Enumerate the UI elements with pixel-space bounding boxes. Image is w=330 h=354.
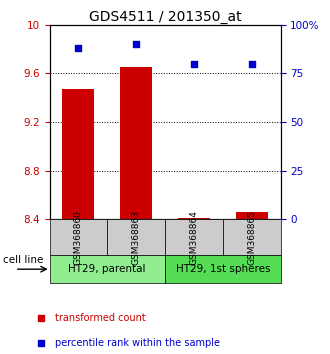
Bar [223, 219, 280, 255]
Bar [50, 255, 165, 283]
Bar [107, 219, 165, 255]
Bar [50, 219, 107, 255]
Text: HT29, 1st spheres: HT29, 1st spheres [176, 264, 270, 274]
Text: percentile rank within the sample: percentile rank within the sample [55, 338, 220, 348]
Text: GSM368865: GSM368865 [247, 210, 256, 265]
Bar [165, 219, 223, 255]
Point [133, 41, 139, 47]
Text: HT29, parental: HT29, parental [69, 264, 146, 274]
Text: cell line: cell line [3, 255, 44, 265]
Bar [236, 212, 268, 219]
Point [249, 61, 254, 67]
Bar [62, 89, 94, 219]
Text: transformed count: transformed count [55, 313, 146, 323]
Bar [178, 218, 210, 219]
Point [191, 61, 197, 67]
Point [76, 45, 81, 51]
Bar [120, 67, 152, 219]
Bar [165, 255, 280, 283]
Text: GSM368860: GSM368860 [74, 210, 83, 265]
Text: GSM368864: GSM368864 [189, 210, 198, 265]
Title: GDS4511 / 201350_at: GDS4511 / 201350_at [89, 10, 241, 24]
Text: GSM368863: GSM368863 [132, 210, 141, 265]
